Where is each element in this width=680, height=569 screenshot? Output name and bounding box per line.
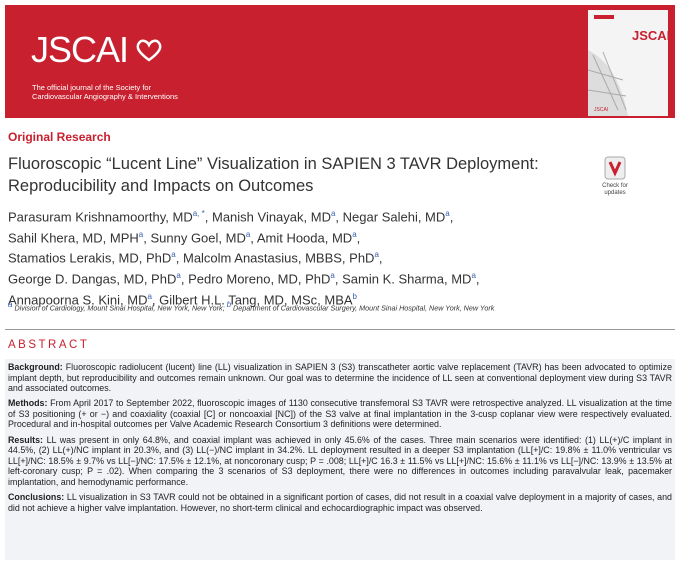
- author-affiliation-mark: a: [445, 209, 450, 218]
- author-separator: ,: [335, 209, 340, 225]
- author-affiliation-mark: a: [147, 291, 152, 301]
- abstract-text: Fluoroscopic radiolucent (lucent) line (…: [8, 362, 673, 394]
- author-affiliation-mark: a: [176, 270, 181, 280]
- logo-heart: [136, 39, 162, 62]
- author-separator: ,: [204, 209, 209, 225]
- author-affiliation-mark: a: [352, 229, 357, 239]
- section-label: Original Research: [8, 130, 111, 144]
- affiliations: a Division of Cardiology, Mount Sinai Ho…: [8, 300, 494, 312]
- author-name: George D. Dangas, MD, PhD: [8, 271, 177, 287]
- author-line: Sahil Khera, MD, MPHa, Sunny Goel, MDa, …: [8, 226, 480, 247]
- journal-header: JSCAI The official journal of the Societ…: [5, 5, 675, 118]
- author-separator: ,: [378, 250, 383, 266]
- author-affiliation-mark: a: [330, 209, 336, 218]
- author-line: George D. Dangas, MD, PhDa, Pedro Moreno…: [8, 267, 480, 288]
- author-affiliation-mark: a, *: [192, 209, 205, 218]
- author-line: Parasuram Krishnamoorthy, MDa, *, Manish…: [8, 205, 480, 226]
- author-name: Gilbert H.L. Tang, MD, MSc, MBA: [159, 291, 353, 307]
- author-name: Amit Hooda, MD: [256, 229, 353, 245]
- author-name: Samin K. Sharma, MD: [342, 271, 472, 287]
- abstract-paragraph: Results: LL was present in only 64.8%, a…: [8, 435, 672, 488]
- abstract-label: Background:: [8, 362, 63, 372]
- author-name: Sahil Khera, MD, MPH: [8, 229, 139, 245]
- abstract-label: Methods:: [8, 398, 48, 409]
- journal-logo: JSCAI: [31, 29, 164, 71]
- abstract-heading: ABSTRACT: [8, 339, 90, 351]
- tagline: The official journal of the Society for C…: [32, 83, 178, 101]
- author-name: Sunny Goel, MD: [150, 229, 246, 245]
- cover-title: JSCAI: [632, 28, 668, 43]
- journal-cover: JSCAI JSCAI: [587, 10, 670, 116]
- author-affiliation-mark: b: [352, 291, 357, 301]
- affiliation-text: Division of Cardiology, Mount Sinai Hosp…: [14, 303, 225, 313]
- title-line: Reproducibility and Impacts on Outcomes: [8, 177, 314, 195]
- author-affiliation-mark: a: [330, 270, 335, 280]
- author-name: Negar Salehi, MD: [342, 209, 446, 225]
- check-updates[interactable]: Check for updates: [594, 156, 636, 197]
- author-affiliation-mark: a: [245, 229, 251, 239]
- check-text: updates: [604, 190, 626, 196]
- author-line: Annapoorna S. Kini, MDa, Gilbert H.L. Ta…: [8, 288, 480, 309]
- affiliation-mark: b: [226, 300, 232, 309]
- author-name: Pedro Moreno, MD, PhD: [188, 271, 331, 287]
- author-list: Parasuram Krishnamoorthy, MDa, *, Manish…: [8, 205, 480, 308]
- divider: [5, 329, 675, 330]
- cover-footer: JSCAI: [594, 107, 608, 113]
- abstract-paragraph: Conclusions: LL visualization in S3 TAVR…: [8, 492, 672, 513]
- article-title: Fluoroscopic “Lucent Line” Visualization…: [8, 153, 539, 197]
- author-separator: ,: [334, 271, 339, 287]
- abstract-paragraph: Methods: From April 2017 to September 20…: [8, 398, 672, 430]
- author-separator: ,: [143, 229, 147, 245]
- author-affiliation-mark: a: [171, 250, 176, 260]
- author-separator: ,: [449, 209, 454, 225]
- tagline-line: The official journal of the Society for: [32, 83, 152, 92]
- abstract-text: LL was present in only 64.8%, and coaxia…: [8, 434, 672, 487]
- title-line: Fluoroscopic “Lucent Line” Visualization…: [8, 155, 539, 173]
- author-affiliation-mark: a: [471, 270, 476, 280]
- affiliation-mark: a: [8, 300, 13, 309]
- author-separator: ,: [356, 229, 361, 245]
- abstract-label: Results:: [8, 434, 44, 445]
- author-name: Annapoorna S. Kini, MD: [8, 291, 148, 307]
- author-separator: ,: [151, 291, 156, 307]
- author-separator: ,: [475, 271, 480, 287]
- author-separator: ,: [180, 271, 185, 287]
- affiliation-text: Department of Cardiovascular Surgery, Mo…: [233, 303, 495, 313]
- author-name: Malcolm Anastasius, MBBS, PhD: [182, 250, 375, 266]
- check-icon: [604, 156, 626, 180]
- abstract-paragraph: Background: Fluoroscopic radiolucent (lu…: [8, 362, 672, 394]
- logo-text: JSCAI: [31, 29, 129, 70]
- abstract-text: LL visualization in S3 TAVR could not be…: [8, 492, 672, 513]
- author-separator: ,: [250, 229, 254, 245]
- abstract-box: Background: Fluoroscopic radiolucent (lu…: [5, 359, 675, 560]
- author-separator: ,: [175, 250, 180, 266]
- tagline-line: Cardiovascular Angiography & Interventio…: [32, 92, 178, 101]
- cover-art: JSCAI JSCAI: [587, 15, 670, 116]
- author-affiliation-mark: a: [138, 229, 144, 239]
- abstract-label: Conclusions:: [8, 492, 65, 503]
- author-name: Manish Vinayak, MD: [211, 209, 331, 225]
- author-line: Stamatios Lerakis, MD, PhDa, Malcolm Ana…: [8, 246, 480, 267]
- author-name: Stamatios Lerakis, MD, PhD: [8, 250, 172, 266]
- author-name: Parasuram Krishnamoorthy, MD: [8, 209, 193, 225]
- author-affiliation-mark: a: [374, 250, 379, 260]
- check-text: Check for: [602, 183, 628, 189]
- abstract-text: From April 2017 to September 2022, fluor…: [8, 398, 672, 430]
